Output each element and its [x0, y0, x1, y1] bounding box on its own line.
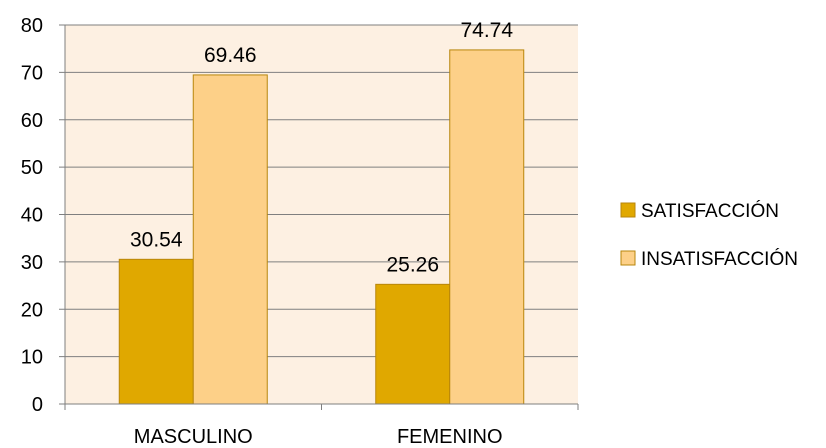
bar-satisfacción-masculino	[118, 258, 194, 405]
y-tick-label: 40	[21, 205, 43, 227]
legend: SATISFACCIÓN INSATISFACCIÓN	[620, 200, 798, 270]
y-tick-label: 30	[21, 252, 43, 274]
y-tick-label: 60	[21, 110, 43, 132]
x-axis-tick-labels: MASCULINO FEMENINO	[64, 404, 579, 448]
x-tick-label: MASCULINO	[134, 426, 253, 448]
y-axis-tick-labels: 0 10 20 30 40 50 60 70 80	[21, 15, 65, 416]
data-label: 25.26	[386, 253, 439, 276]
bars	[118, 49, 525, 405]
bar-insatisfacción-masculino	[192, 74, 268, 405]
y-tick-label: 0	[32, 394, 43, 416]
y-tick-label: 20	[21, 299, 43, 321]
bar-satisfacción-femenino	[375, 283, 451, 405]
legend-swatch	[620, 250, 636, 266]
bar-insatisfacción-femenino	[449, 49, 525, 405]
y-tick-label: 80	[21, 15, 43, 37]
data-label: 74.74	[460, 19, 513, 42]
data-label: 69.46	[204, 44, 257, 67]
legend-swatch	[620, 202, 636, 218]
data-label: 30.54	[130, 228, 183, 251]
x-tick-label: FEMENINO	[397, 426, 503, 448]
y-tick-label: 50	[21, 157, 43, 179]
legend-label: SATISFACCIÓN	[641, 200, 779, 222]
legend-label: INSATISFACCIÓN	[641, 248, 798, 270]
y-tick-label: 70	[21, 62, 43, 84]
data-labels: 30.54 69.46 25.26 74.74	[130, 19, 513, 276]
y-tick-label: 10	[21, 347, 43, 369]
